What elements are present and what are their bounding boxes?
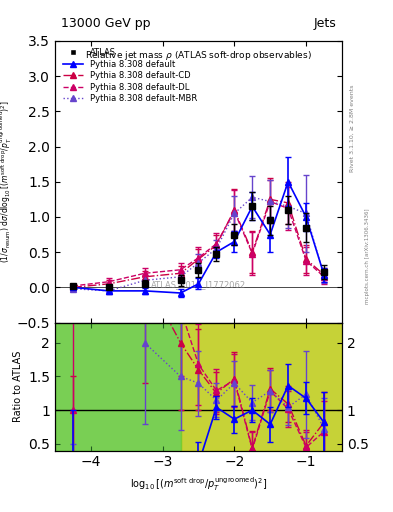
Bar [55,323,342,451]
Y-axis label: $(1/\sigma_{\rm resum})\ {\rm d}\sigma/{\rm d}\log_{10}[(m^{\rm soft\ drop}/p_T^: $(1/\sigma_{\rm resum})\ {\rm d}\sigma/{… [0,100,14,263]
Text: ATLAS_2019_I1772062: ATLAS_2019_I1772062 [151,280,246,289]
Bar [55,323,342,451]
Text: Rivet 3.1.10, ≥ 2.8M events: Rivet 3.1.10, ≥ 2.8M events [350,84,355,172]
Text: 13000 GeV pp: 13000 GeV pp [61,17,150,30]
X-axis label: $\log_{10}[(m^{\rm soft\ drop}/p_T^{\rm ungroomed})^2]$: $\log_{10}[(m^{\rm soft\ drop}/p_T^{\rm … [130,475,267,493]
Text: mcplots.cern.ch [arXiv:1306.3436]: mcplots.cern.ch [arXiv:1306.3436] [365,208,371,304]
Text: Relative jet mass $\rho$ (ATLAS soft-drop observables): Relative jet mass $\rho$ (ATLAS soft-dro… [85,50,312,62]
Legend: ATLAS, Pythia 8.308 default, Pythia 8.308 default-CD, Pythia 8.308 default-DL, P: ATLAS, Pythia 8.308 default, Pythia 8.30… [59,45,200,107]
Y-axis label: Ratio to ATLAS: Ratio to ATLAS [13,351,23,422]
Text: Jets: Jets [314,17,336,30]
